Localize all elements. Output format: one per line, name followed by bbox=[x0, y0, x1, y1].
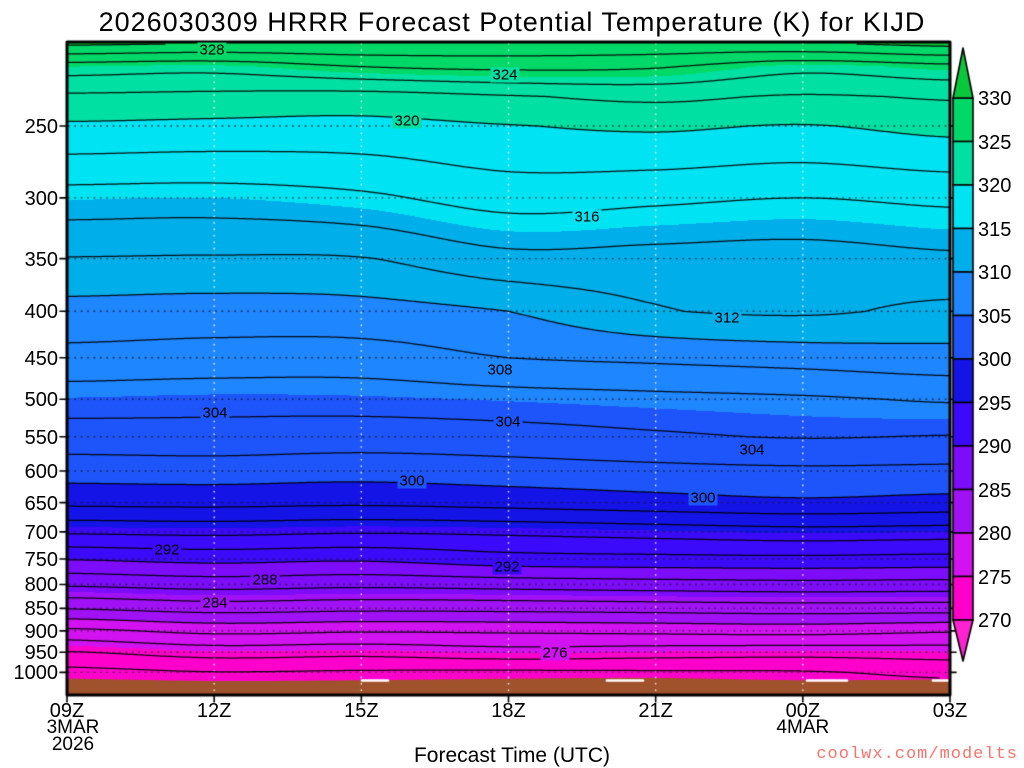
y-tick-label: 700 bbox=[24, 521, 58, 544]
colorbar-tick-label: 300 bbox=[978, 349, 1012, 371]
contour-label: 312 bbox=[712, 309, 742, 327]
y-tick-label: 450 bbox=[24, 347, 58, 370]
y-tick-label: 600 bbox=[24, 461, 58, 484]
contour-label: 304 bbox=[493, 413, 523, 431]
contour-label: 308 bbox=[485, 361, 515, 379]
colorbar-tick-label: 290 bbox=[978, 436, 1012, 458]
x-tick-label: 15Z bbox=[344, 700, 379, 722]
colorbar-tick-label: 285 bbox=[978, 479, 1012, 502]
y-tick-label: 800 bbox=[24, 574, 58, 597]
colorbar-tick-label: 270 bbox=[978, 610, 1012, 632]
contour-label: 324 bbox=[490, 66, 520, 84]
y-tick-label: 650 bbox=[24, 492, 58, 515]
colorbar-tick-label: 295 bbox=[978, 392, 1012, 415]
y-tick-label: 950 bbox=[24, 642, 58, 665]
x-axis-title: Forecast Time (UTC) bbox=[413, 744, 610, 767]
contour-label: 292 bbox=[152, 541, 182, 559]
y-tick-label: 500 bbox=[24, 389, 58, 412]
y-tick-label: 1000 bbox=[13, 662, 59, 685]
x-tick-label: 12Z bbox=[196, 700, 232, 722]
x-tick-label: 18Z bbox=[491, 700, 526, 722]
x-tick-date: 3MAR bbox=[46, 717, 100, 738]
colorbar-tick-label: 280 bbox=[978, 523, 1012, 545]
contour-label: 276 bbox=[540, 644, 570, 662]
x-tick-label: 03Z bbox=[932, 700, 968, 722]
chart-title: 2026030309 HRRR Forecast Potential Tempe… bbox=[98, 7, 926, 37]
contour-label: 288 bbox=[250, 571, 280, 589]
x-tick-date: 4MAR bbox=[776, 717, 830, 738]
contour-label: 304 bbox=[200, 404, 230, 422]
contour-label: 304 bbox=[737, 441, 767, 459]
colorbar-tick-label: 315 bbox=[978, 218, 1012, 241]
contour-label: 292 bbox=[492, 558, 522, 576]
y-tick-label: 350 bbox=[24, 248, 58, 271]
x-tick-label: 21Z bbox=[638, 700, 673, 722]
contour-label: 328 bbox=[197, 41, 227, 59]
x-tick-label: 09Z bbox=[49, 700, 85, 722]
colorbar-tick-label: 310 bbox=[978, 262, 1012, 284]
contour-label: 300 bbox=[397, 472, 427, 490]
contour-label: 284 bbox=[200, 594, 230, 612]
colorbar-tick-label: 330 bbox=[978, 88, 1012, 110]
y-tick-label: 400 bbox=[24, 301, 58, 324]
colorbar-tick-label: 305 bbox=[978, 305, 1012, 328]
y-tick-label: 900 bbox=[24, 620, 58, 643]
x-tick-year: 2026 bbox=[51, 734, 95, 755]
colorbar-tick-label: 325 bbox=[978, 131, 1012, 154]
contour-label: 316 bbox=[572, 208, 602, 226]
y-tick-label: 850 bbox=[24, 598, 58, 621]
y-tick-label: 300 bbox=[24, 187, 58, 210]
y-tick-label: 750 bbox=[24, 549, 58, 572]
x-tick-label: 00Z bbox=[785, 700, 821, 722]
y-tick-label: 250 bbox=[24, 116, 58, 139]
y-tick-label: 550 bbox=[24, 426, 58, 449]
colorbar-tick-label: 320 bbox=[978, 175, 1012, 197]
contour-label: 300 bbox=[688, 489, 718, 507]
contour-label: 320 bbox=[392, 112, 422, 130]
watermark: coolwx.com/modelts bbox=[816, 745, 1018, 764]
colorbar-tick-label: 275 bbox=[978, 566, 1012, 589]
